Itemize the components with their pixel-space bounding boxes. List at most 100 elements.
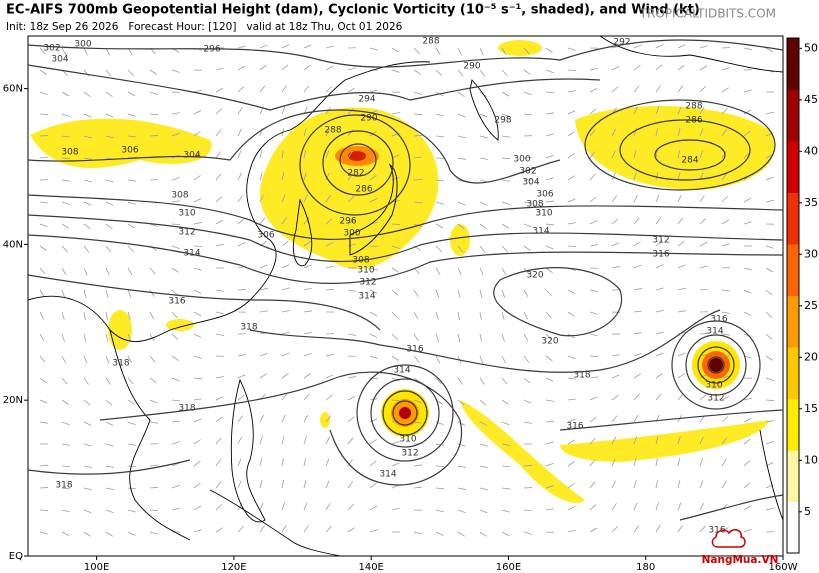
wind-barb (501, 333, 505, 342)
wind-barb (501, 355, 506, 364)
contour (584, 99, 776, 191)
wind-barb (743, 528, 752, 533)
colorbar-band (787, 347, 799, 399)
colorbar-tick-label: 45 (804, 93, 818, 106)
wind-barb (193, 377, 202, 380)
vorticity-area (575, 106, 775, 190)
wind-barb (655, 240, 663, 247)
wind-barb (699, 333, 709, 335)
contour-label: 316 (710, 315, 727, 325)
wind-barb (479, 465, 488, 468)
wind-barb (589, 67, 598, 71)
wind-barb (611, 394, 619, 401)
wind-barb (127, 465, 137, 468)
wind-barb (743, 89, 752, 93)
wind-barb (655, 217, 662, 225)
wind-barb (545, 399, 554, 402)
wind-barb (369, 333, 378, 338)
wind-barb (523, 333, 529, 342)
wind-barb (633, 502, 638, 511)
wind-barb (39, 245, 47, 251)
wind-barb (677, 310, 686, 313)
wind-barb (325, 65, 334, 71)
wind-barb (765, 111, 774, 115)
wind-barb (39, 156, 48, 159)
wind-barb (567, 529, 576, 533)
wind-barb (589, 196, 597, 203)
wind-barb (567, 69, 577, 71)
wind-barb (611, 86, 619, 93)
wind-barb (545, 133, 554, 137)
wind-barb (281, 372, 289, 379)
colorbar-band (787, 89, 799, 142)
wind-barb (347, 129, 354, 137)
wind-barb (281, 240, 289, 247)
wind-barb (479, 443, 488, 447)
contour-label: 316 (652, 250, 669, 260)
wind-barb (281, 85, 287, 93)
wind-barb (457, 157, 466, 160)
wind-barb (259, 64, 267, 71)
contour (322, 130, 394, 196)
contour (619, 119, 751, 181)
wind-barb (567, 245, 577, 248)
wind-barb (413, 333, 419, 342)
wind-barb (567, 110, 576, 115)
wind-barb (721, 416, 729, 423)
wind-barb (259, 194, 264, 203)
wind-barb (127, 399, 135, 405)
contour-label: 314 (379, 470, 396, 480)
wind-barb (435, 509, 444, 513)
wind-barb (633, 64, 641, 71)
wind-barb (567, 222, 576, 225)
wind-barb (501, 421, 510, 426)
wind-barb (215, 396, 224, 401)
wind-barb (655, 480, 659, 489)
contour (27, 274, 381, 331)
wind-barb (611, 218, 619, 225)
lon-tick-label: 140E (358, 562, 383, 573)
wind-barb (127, 311, 131, 320)
wind-barb (83, 157, 92, 160)
wind-barb (281, 150, 284, 159)
wind-barb (457, 333, 461, 342)
wind-barb (567, 460, 575, 467)
wind-barb (501, 487, 510, 490)
wind-barb (699, 394, 707, 401)
wind-barb (325, 265, 334, 269)
wind-barb (303, 310, 312, 313)
wind-barb (567, 418, 576, 423)
contour-label: 314 (183, 249, 200, 259)
contour (392, 400, 418, 426)
wind-barb (435, 223, 444, 229)
contour-label: 318 (240, 323, 257, 333)
wind-barb (303, 172, 307, 181)
wind-barb (435, 289, 440, 298)
wind-barb (325, 415, 332, 423)
wind-barb (105, 311, 108, 320)
wind-barb (237, 502, 243, 511)
wind-barb (567, 377, 576, 380)
wind-barb (193, 131, 201, 137)
wind-barb (523, 91, 532, 96)
contour-label: 304 (522, 178, 539, 188)
wind-barb (259, 352, 268, 357)
wind-barb (567, 47, 576, 51)
wind-barb (501, 399, 509, 405)
wind-barb (303, 128, 307, 137)
wind-barb (303, 458, 307, 467)
wind-barb (105, 399, 113, 406)
wind-barb (699, 45, 708, 49)
wind-barb (281, 480, 285, 489)
contour-label: 300 (343, 229, 360, 239)
cyclone (709, 358, 723, 372)
wind-barb (457, 509, 466, 514)
wind-barb (369, 47, 378, 51)
height-contours (27, 39, 784, 521)
wind-barb (215, 243, 224, 247)
wind-barb (105, 91, 113, 98)
wind-barb (567, 131, 575, 137)
wind-barb (413, 156, 422, 159)
wind-barb (325, 150, 330, 159)
contour (559, 409, 784, 431)
